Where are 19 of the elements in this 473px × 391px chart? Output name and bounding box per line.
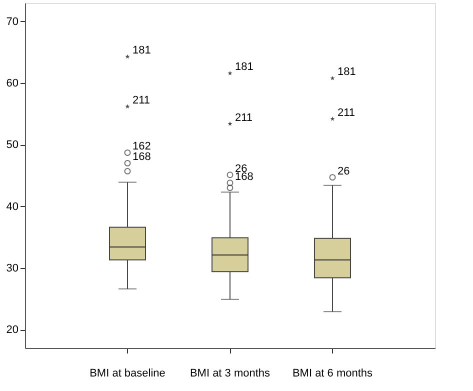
annotation: 168 <box>132 151 151 164</box>
y-tick-label: 30 <box>6 262 18 274</box>
y-tick-label: 60 <box>6 78 18 90</box>
x-tick-label: BMI at 3 months <box>190 368 271 380</box>
annotation: 181 <box>338 66 356 78</box>
y-tick-label: 40 <box>6 200 18 213</box>
y-tick-label: 50 <box>6 139 18 152</box>
annotation: 26 <box>338 165 350 178</box>
annotation: 211 <box>132 94 150 106</box>
y-tick-label: 20 <box>6 324 18 336</box>
annotation: 168 <box>235 170 254 183</box>
y-tick-label: 70 <box>6 16 18 28</box>
x-tick-label: BMI at baseline <box>90 368 166 380</box>
annotation: 211 <box>235 112 253 124</box>
x-tick-label: BMI at 6 months <box>292 368 374 380</box>
annotation: 181 <box>132 44 151 57</box>
annotation: 181 <box>235 61 254 74</box>
annotation: 211 <box>338 106 356 119</box>
annotation: 162 <box>132 140 151 153</box>
